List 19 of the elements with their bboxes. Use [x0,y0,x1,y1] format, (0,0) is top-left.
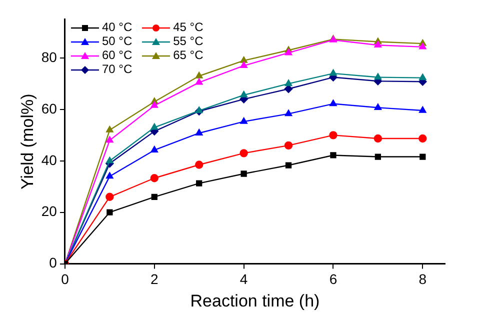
x-tick-label: 8 [418,271,427,288]
x-axis-title: Reaction time (h) [190,291,320,310]
legend-label: 60 °C [102,48,132,62]
legend-label: 55 °C [173,34,204,48]
legend-label: 40 °C [102,20,132,34]
x-tick-label: 2 [150,271,158,288]
y-tick-label: 80 [41,48,58,65]
y-tick-label: 0 [49,254,58,271]
legend-label: 70 °C [102,62,132,76]
x-tick-label: 6 [329,271,338,288]
y-tick-label: 40 [41,152,58,168]
legend-label: 45 °C [173,20,204,34]
x-tick-label: 4 [240,271,248,288]
legend-label: 50 °C [102,34,132,48]
y-tick-label: 20 [41,203,58,220]
y-tick-label: 60 [41,100,58,116]
legend-label: 65 °C [173,48,204,62]
y-axis-title: Yield (mol%) [18,94,37,190]
x-tick-label: 0 [61,271,70,288]
